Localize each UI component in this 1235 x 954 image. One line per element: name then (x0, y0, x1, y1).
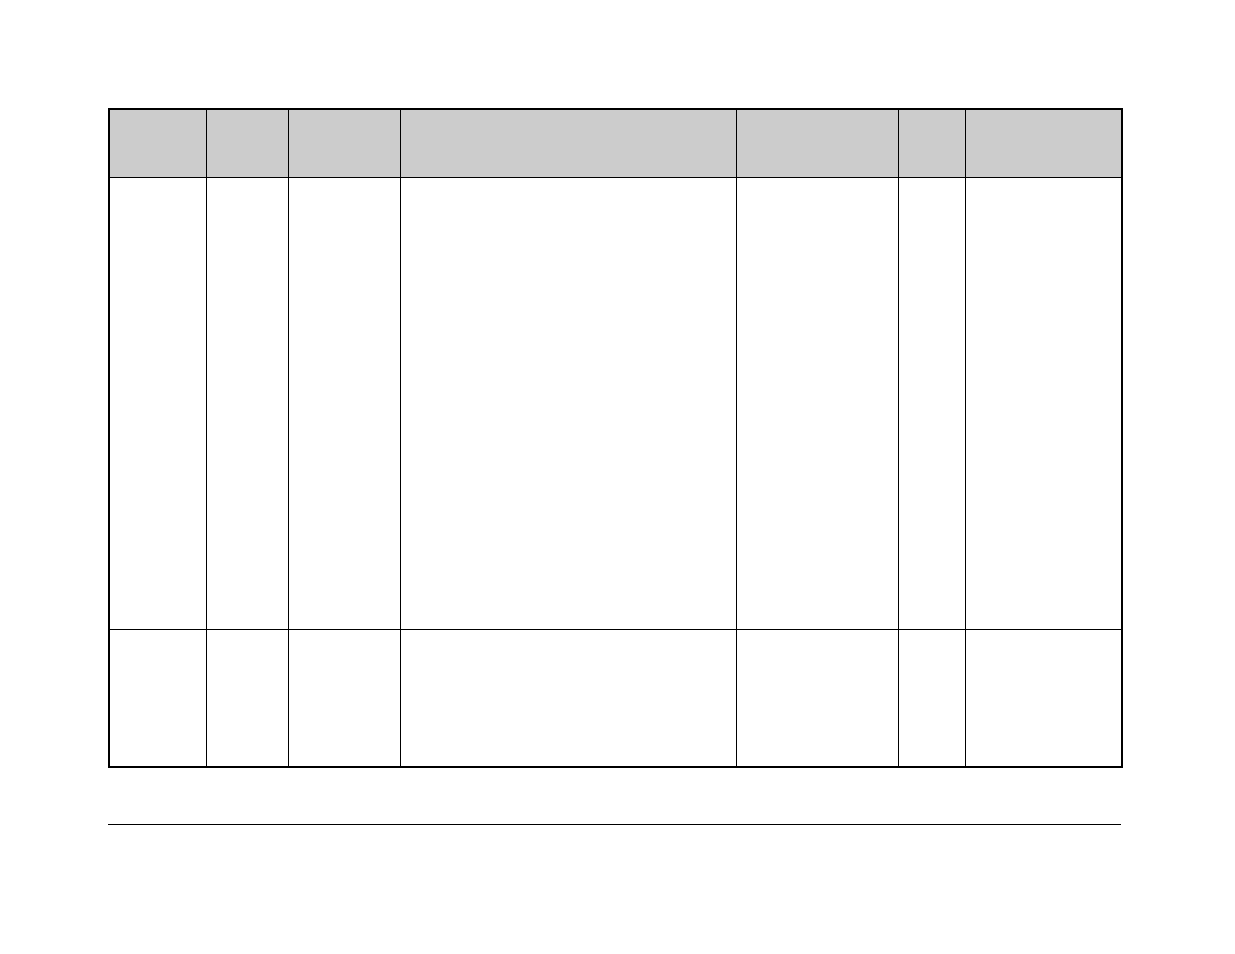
table-cell (898, 629, 965, 767)
table-header-row (109, 109, 1122, 177)
table-cell (736, 177, 898, 629)
table-cell (109, 177, 206, 629)
table-header-cell (736, 109, 898, 177)
table-cell (400, 177, 736, 629)
table (108, 108, 1123, 768)
table-cell (965, 177, 1122, 629)
page (0, 0, 1235, 954)
table-row (109, 629, 1122, 767)
table-cell (288, 629, 400, 767)
footer-rule (108, 824, 1121, 825)
table-cell (288, 177, 400, 629)
table-cell (206, 629, 288, 767)
table-row (109, 177, 1122, 629)
table-header-cell (206, 109, 288, 177)
data-table (108, 108, 1121, 766)
table-cell (206, 177, 288, 629)
table-header-cell (965, 109, 1122, 177)
table-cell (109, 629, 206, 767)
table-header-cell (288, 109, 400, 177)
table-cell (400, 629, 736, 767)
table-cell (965, 629, 1122, 767)
table-header-cell (898, 109, 965, 177)
table-cell (736, 629, 898, 767)
table-cell (898, 177, 965, 629)
table-header-cell (400, 109, 736, 177)
table-header-cell (109, 109, 206, 177)
